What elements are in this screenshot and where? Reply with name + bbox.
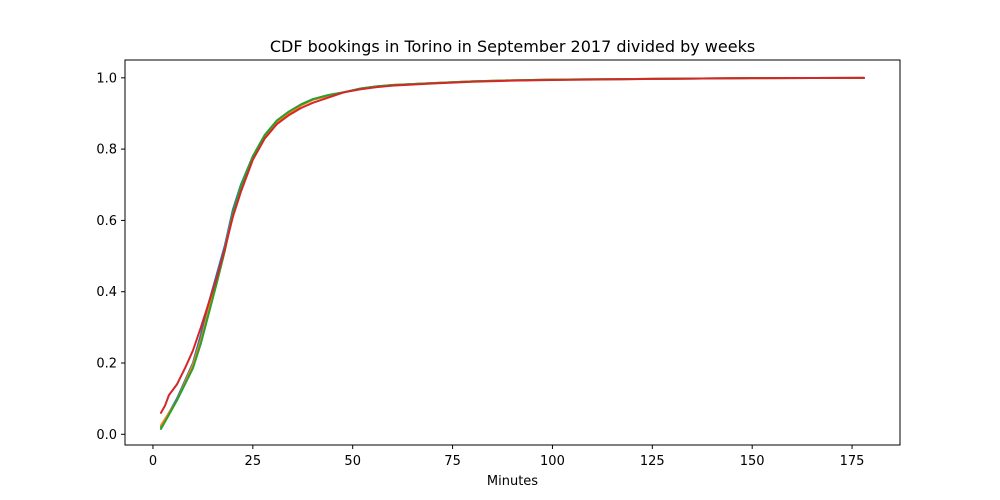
x-tick-label: 0 <box>149 454 157 469</box>
y-tick-label: 0.4 <box>96 285 117 300</box>
x-axis: 0 25 50 75 100 125 150 175 <box>149 445 865 469</box>
series-layer <box>159 76 866 430</box>
y-tick-label: 0.6 <box>96 214 117 229</box>
x-tick-label: 150 <box>740 454 765 469</box>
x-tick-label: 175 <box>840 454 865 469</box>
x-tick-label: 100 <box>540 454 565 469</box>
chart-title: CDF bookings in Torino in September 2017… <box>270 37 755 56</box>
x-tick-label: 75 <box>444 454 461 469</box>
y-tick-label: 1.0 <box>96 71 117 86</box>
x-tick-label: 50 <box>344 454 361 469</box>
x-axis-label: Minutes <box>487 474 538 489</box>
x-tick-label: 25 <box>245 454 262 469</box>
plot-frame <box>124 59 901 446</box>
y-tick-label: 0.2 <box>96 357 117 372</box>
series-line-4 <box>159 76 866 414</box>
y-tick-label: 0.8 <box>96 143 117 158</box>
y-axis: 0.0 0.2 0.4 0.6 0.8 1.0 <box>96 71 125 443</box>
y-tick-label: 0.0 <box>96 428 117 443</box>
x-tick-label: 125 <box>640 454 665 469</box>
